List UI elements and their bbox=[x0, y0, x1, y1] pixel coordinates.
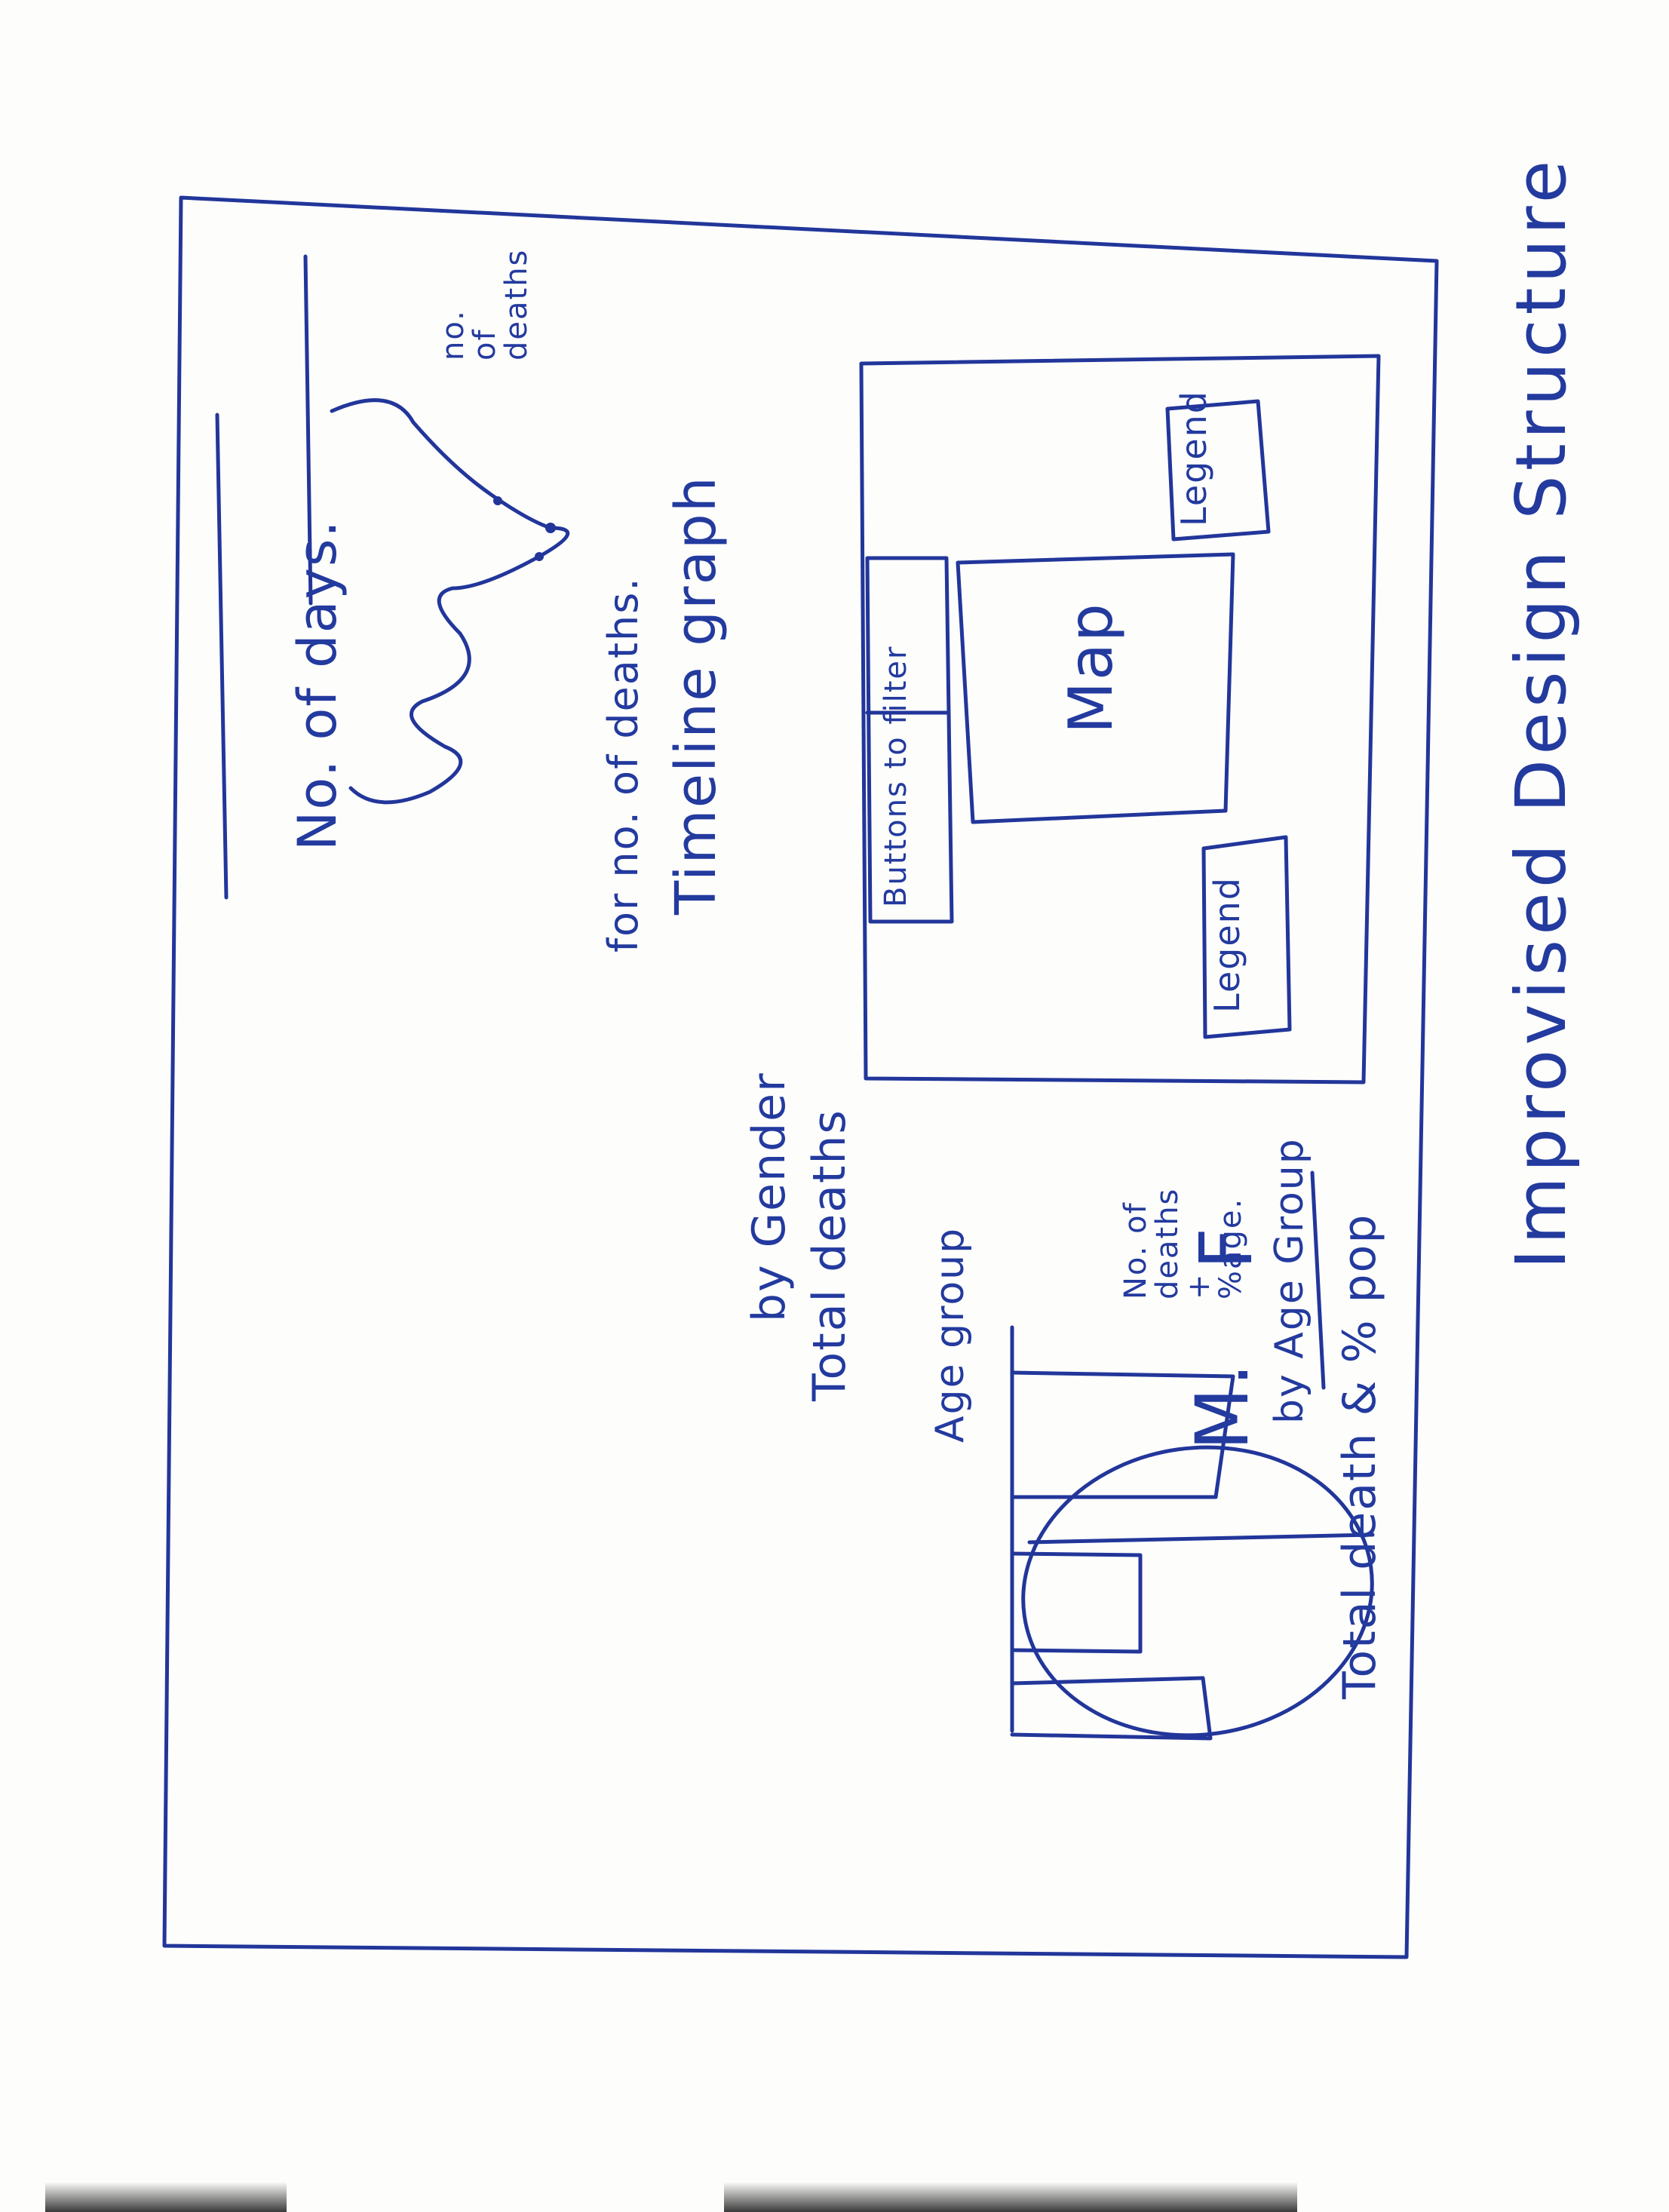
map-container bbox=[859, 354, 1381, 1085]
timeline-title-line1: Timeline graph bbox=[664, 475, 729, 915]
buttons-label: Buttons to filter bbox=[879, 645, 913, 907]
age-chart-title-line2: by Age Group bbox=[1267, 1137, 1312, 1424]
map-label: Map bbox=[1056, 602, 1126, 734]
map-box bbox=[956, 552, 1235, 824]
gender-label-m: M. bbox=[1180, 1361, 1265, 1450]
page-shadow-right bbox=[724, 2182, 1297, 2212]
timeline-y-axis bbox=[303, 254, 313, 606]
timeline-ylabel: no. of deaths bbox=[436, 248, 534, 360]
legend-top-box bbox=[1165, 399, 1271, 541]
age-bar-1 bbox=[1010, 1370, 1235, 1499]
age-chart-y-axis bbox=[1310, 1170, 1326, 1390]
gender-pie bbox=[1021, 1445, 1374, 1738]
legend-bottom-box bbox=[1201, 835, 1292, 1039]
legend-label-bottom: Legend bbox=[1207, 876, 1247, 1013]
timeline-xlabel: No. of days. bbox=[287, 519, 348, 851]
timeline-point-3 bbox=[535, 552, 544, 561]
timeline-x-axis bbox=[215, 413, 229, 900]
age-chart-xlabel: Age group bbox=[928, 1226, 973, 1443]
page-title: Improvised Design Structure bbox=[1501, 155, 1582, 1269]
gender-chart-title-line1: Total deaths bbox=[803, 1109, 856, 1401]
timeline-point-1 bbox=[493, 496, 502, 505]
buttons-box bbox=[865, 556, 954, 924]
page-shadow-left bbox=[45, 2182, 287, 2212]
gender-pie-divider bbox=[1027, 1532, 1375, 1545]
gender-chart-title-line2: by Gender bbox=[743, 1072, 796, 1322]
timeline-title-line2: for no. of deaths. bbox=[600, 576, 647, 953]
timeline-line bbox=[330, 398, 569, 805]
age-chart-title-line1: Total death & % pop bbox=[1333, 1213, 1386, 1699]
legend-label-top: Legend bbox=[1174, 390, 1214, 526]
age-bar-3 bbox=[1010, 1676, 1213, 1741]
age-bar-2 bbox=[1010, 1551, 1143, 1654]
gender-label-f: F bbox=[1184, 1226, 1269, 1269]
timeline-point-2 bbox=[545, 523, 556, 533]
dashboard-frame bbox=[162, 195, 1439, 1959]
